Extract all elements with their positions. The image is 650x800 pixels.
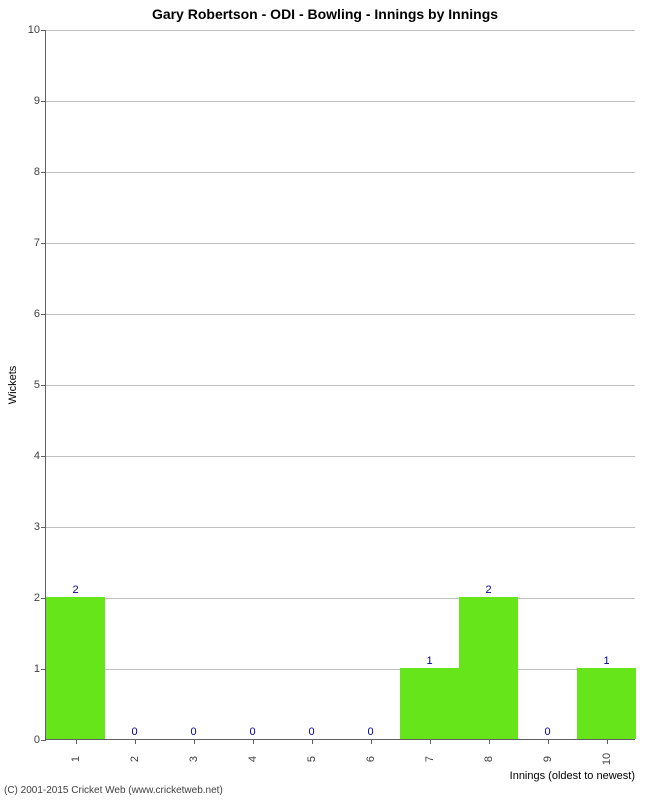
x-tick-label: 2 — [129, 756, 141, 762]
x-tick-mark — [312, 739, 313, 744]
grid-line — [46, 314, 635, 315]
grid-line — [46, 101, 635, 102]
y-tick-mark — [41, 456, 46, 457]
x-tick-label: 8 — [483, 756, 495, 762]
x-tick-mark — [489, 739, 490, 744]
bar-value-label: 0 — [308, 726, 314, 738]
bar — [400, 668, 459, 739]
x-tick-mark — [76, 739, 77, 744]
credit-text: (C) 2001-2015 Cricket Web (www.cricketwe… — [4, 785, 223, 796]
grid-line — [46, 669, 635, 670]
bar-value-label: 0 — [190, 726, 196, 738]
y-tick-mark — [41, 314, 46, 315]
y-tick-label: 2 — [34, 592, 40, 604]
grid-line — [46, 598, 635, 599]
bar — [459, 597, 518, 739]
y-tick-mark — [41, 30, 46, 31]
plot-area: 012345678910210203040506172809110 — [45, 30, 635, 740]
x-tick-label: 9 — [542, 756, 554, 762]
bar-value-label: 1 — [603, 655, 609, 667]
grid-line — [46, 30, 635, 31]
y-tick-mark — [41, 527, 46, 528]
y-tick-label: 9 — [34, 95, 40, 107]
x-tick-label: 1 — [70, 756, 82, 762]
x-tick-label: 5 — [306, 756, 318, 762]
y-tick-label: 0 — [34, 734, 40, 746]
y-tick-label: 5 — [34, 379, 40, 391]
grid-line — [46, 172, 635, 173]
y-tick-mark — [41, 243, 46, 244]
bar-value-label: 2 — [485, 584, 491, 596]
x-tick-label: 3 — [188, 756, 200, 762]
bar-value-label: 0 — [131, 726, 137, 738]
bar-value-label: 0 — [544, 726, 550, 738]
y-tick-mark — [41, 172, 46, 173]
bar-value-label: 1 — [426, 655, 432, 667]
grid-line — [46, 385, 635, 386]
y-axis-title: Wickets — [7, 366, 19, 405]
x-tick-mark — [371, 739, 372, 744]
x-tick-mark — [194, 739, 195, 744]
x-tick-label: 6 — [365, 756, 377, 762]
y-tick-label: 10 — [28, 24, 40, 36]
x-tick-mark — [548, 739, 549, 744]
chart-container: Gary Robertson - ODI - Bowling - Innings… — [0, 0, 650, 800]
y-tick-label: 6 — [34, 308, 40, 320]
x-axis-title: Innings (oldest to newest) — [510, 770, 635, 782]
bar-value-label: 2 — [72, 584, 78, 596]
bar-value-label: 0 — [367, 726, 373, 738]
y-tick-label: 7 — [34, 237, 40, 249]
x-tick-mark — [430, 739, 431, 744]
grid-line — [46, 527, 635, 528]
y-tick-label: 3 — [34, 521, 40, 533]
x-tick-mark — [607, 739, 608, 744]
y-tick-mark — [41, 740, 46, 741]
bar — [46, 597, 105, 739]
bar — [577, 668, 636, 739]
grid-line — [46, 456, 635, 457]
bar-value-label: 0 — [249, 726, 255, 738]
x-tick-label: 4 — [247, 756, 259, 762]
y-tick-label: 1 — [34, 663, 40, 675]
y-tick-mark — [41, 101, 46, 102]
x-tick-label: 7 — [424, 756, 436, 762]
y-tick-label: 8 — [34, 166, 40, 178]
x-tick-mark — [135, 739, 136, 744]
y-tick-label: 4 — [34, 450, 40, 462]
y-tick-mark — [41, 385, 46, 386]
chart-title: Gary Robertson - ODI - Bowling - Innings… — [0, 6, 650, 22]
grid-line — [46, 243, 635, 244]
x-tick-label: 10 — [601, 753, 613, 765]
x-tick-mark — [253, 739, 254, 744]
